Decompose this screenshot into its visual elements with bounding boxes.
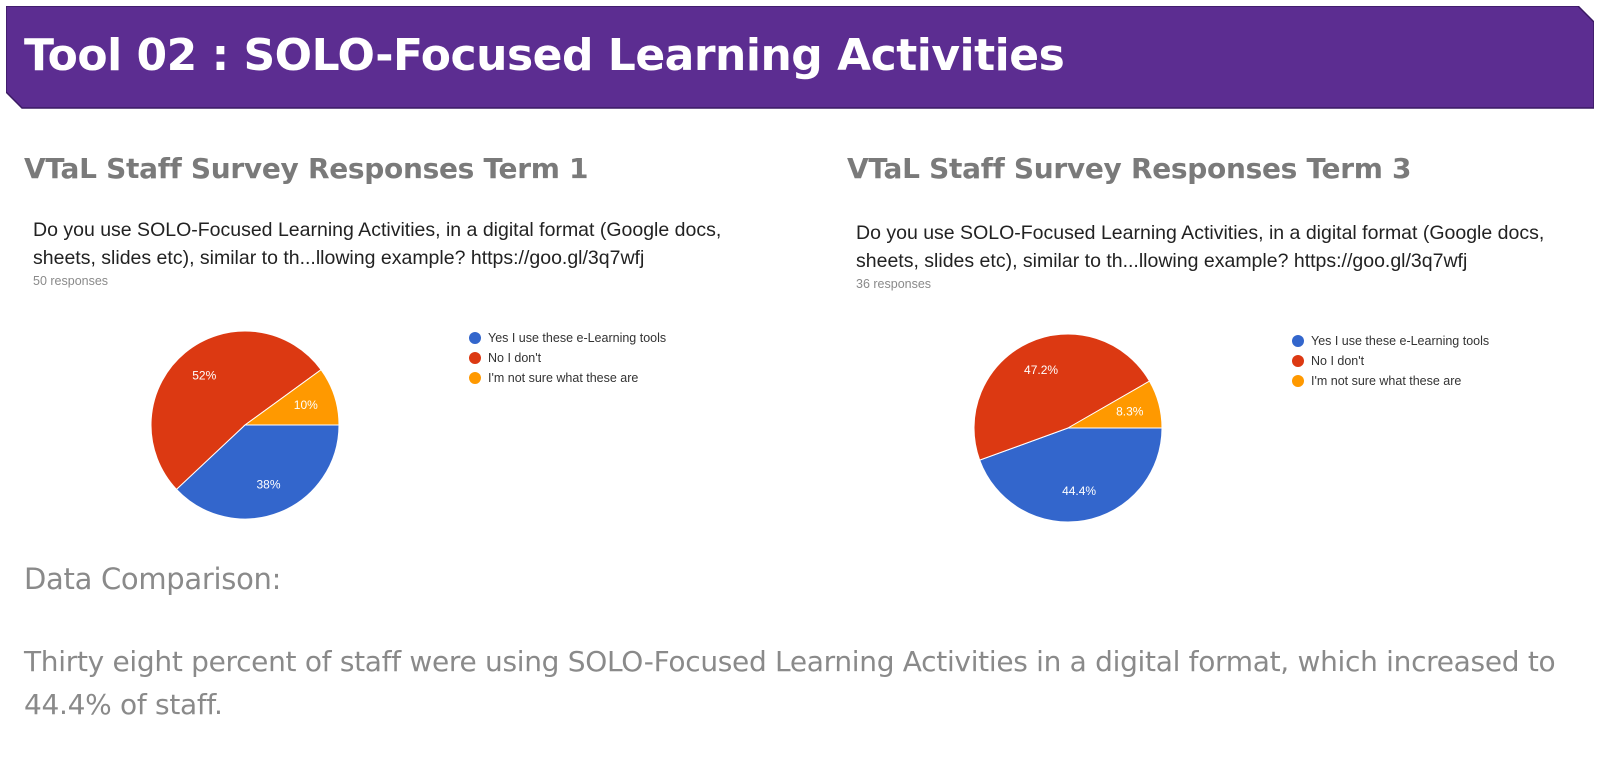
response-count: 50 responses (33, 274, 109, 288)
pie-slice-not-sure (1066, 380, 1163, 429)
title-banner: Tool 02 : SOLO-Focused Learning Activiti… (6, 6, 1594, 110)
pie-slice-no (973, 333, 1151, 461)
section-title-term-1: VTaL Staff Survey Responses Term 1 (24, 152, 589, 185)
response-count: 36 responses (856, 277, 932, 291)
legend-item-yes: Yes I use these e-Learning tools (1292, 331, 1489, 351)
legend-label-not-sure: I'm not sure what these are (488, 371, 639, 385)
legend-item-not-sure: I'm not sure what these are (469, 368, 666, 388)
page-title: Tool 02 : SOLO-Focused Learning Activiti… (24, 30, 1065, 81)
pie-label-yes: 44.4% (1062, 484, 1096, 498)
legend-swatch-no (469, 352, 481, 364)
pie-label-yes: 38% (257, 477, 281, 491)
survey-panel-term-1: Do you use SOLO-Focused Learning Activit… (33, 216, 753, 536)
pie-label-not-sure: 10% (294, 398, 318, 412)
pie-label-not-sure: 8.3% (1116, 405, 1144, 419)
survey-panel-term-3: Do you use SOLO-Focused Learning Activit… (856, 219, 1576, 539)
comparison-text: Thirty eight percent of staff were using… (24, 645, 1556, 721)
legend-swatch-yes (1292, 335, 1304, 347)
legend-label-no: No I don't (1311, 354, 1365, 368)
chart-legend-term-1: Yes I use these e-Learning tools No I do… (469, 328, 666, 388)
banner-shape (6, 6, 1594, 109)
chart-legend-term-3: Yes I use these e-Learning tools No I do… (1292, 331, 1489, 391)
legend-item-no: No I don't (469, 348, 666, 368)
legend-swatch-not-sure (469, 372, 481, 384)
pie-slice-no (150, 330, 322, 491)
legend-item-no: No I don't (1292, 351, 1489, 371)
section-title-term-3: VTaL Staff Survey Responses Term 3 (847, 152, 1412, 185)
survey-question: Do you use SOLO-Focused Learning Activit… (33, 219, 722, 269)
legend-item-yes: Yes I use these e-Learning tools (469, 328, 666, 348)
pie-chart-term-3: 44.4% 47.2% 8.3% (973, 333, 1163, 523)
legend-swatch-not-sure (1292, 375, 1304, 387)
survey-question: Do you use SOLO-Focused Learning Activit… (856, 222, 1545, 272)
legend-label-no: No I don't (488, 351, 542, 365)
legend-label-yes: Yes I use these e-Learning tools (1311, 334, 1490, 348)
pie-chart-term-1: 38% 52% 10% (150, 330, 340, 520)
pie-label-no: 47.2% (1024, 363, 1058, 377)
comparison-heading: Data Comparison: (24, 562, 282, 596)
pie-slice-yes (979, 427, 1163, 523)
legend-swatch-no (1292, 355, 1304, 367)
pie-slice-yes (175, 424, 340, 520)
legend-item-not-sure: I'm not sure what these are (1292, 371, 1489, 391)
legend-swatch-yes (469, 332, 481, 344)
legend-label-not-sure: I'm not sure what these are (1311, 374, 1462, 388)
pie-slice-not-sure (243, 369, 340, 426)
legend-label-yes: Yes I use these e-Learning tools (488, 331, 667, 345)
pie-label-no: 52% (192, 369, 216, 383)
